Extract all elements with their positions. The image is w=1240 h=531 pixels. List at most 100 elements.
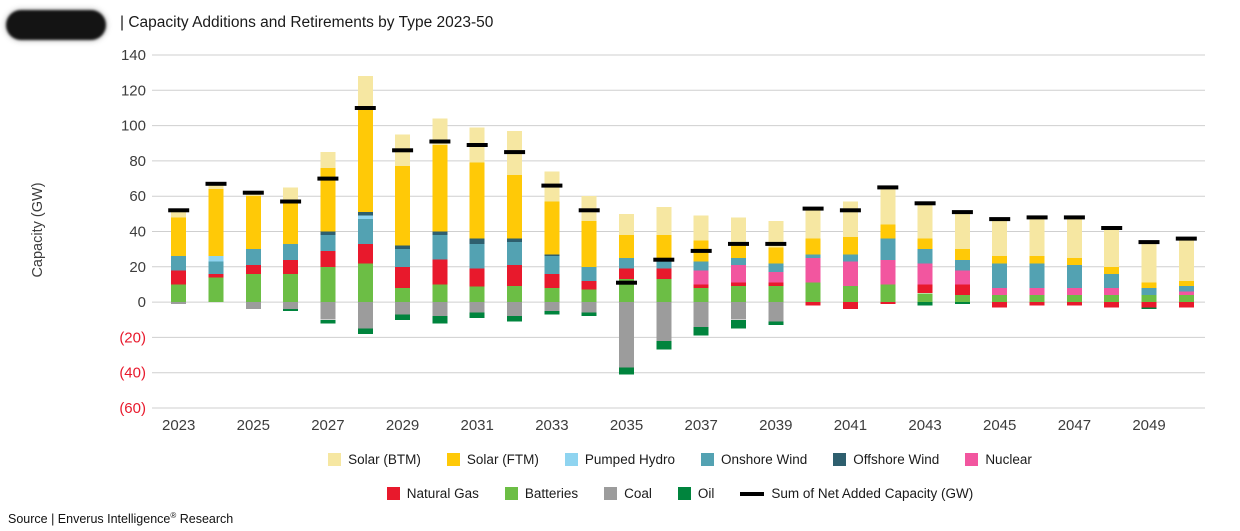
net-capacity-marker bbox=[989, 217, 1011, 222]
legend-item: Pumped Hydro bbox=[564, 452, 675, 467]
y-tick-label: (20) bbox=[119, 329, 146, 346]
bar-segment bbox=[357, 263, 373, 303]
bar-segment bbox=[245, 249, 261, 266]
bar-segment bbox=[656, 259, 672, 269]
bar-segment bbox=[768, 220, 784, 248]
net-capacity-marker bbox=[914, 201, 936, 206]
bar-segment bbox=[208, 261, 224, 274]
legend-label: Coal bbox=[624, 486, 652, 501]
bar-segment bbox=[507, 302, 523, 317]
bar-segment bbox=[805, 258, 821, 283]
bar-segment bbox=[357, 243, 373, 264]
bar-segment bbox=[544, 256, 560, 274]
y-tick-label: 0 bbox=[138, 294, 146, 311]
legend-item: Nuclear bbox=[965, 452, 1032, 467]
bar-segment bbox=[805, 282, 821, 303]
bar-segment bbox=[954, 284, 970, 295]
bar-segment bbox=[954, 295, 970, 303]
bar-segment bbox=[1066, 217, 1082, 258]
source-text-suffix: Research bbox=[176, 512, 234, 527]
net-capacity-marker bbox=[429, 139, 451, 144]
bar-segment bbox=[1066, 302, 1082, 306]
bar-segment bbox=[731, 265, 746, 283]
x-tick-label: 2049 bbox=[1132, 417, 1165, 434]
bar-segment bbox=[693, 270, 709, 285]
net-capacity-swatch bbox=[740, 491, 765, 496]
bar-segment bbox=[283, 309, 299, 311]
legend-swatch bbox=[965, 453, 979, 466]
x-tick-label: 2039 bbox=[759, 417, 792, 434]
net-capacity-marker bbox=[1138, 240, 1160, 245]
bar-segment bbox=[357, 76, 373, 107]
net-capacity-marker bbox=[205, 181, 227, 186]
bar-segment bbox=[619, 235, 634, 258]
bar-segment bbox=[1178, 291, 1194, 295]
net-capacity-marker bbox=[690, 248, 712, 253]
bar-segment bbox=[395, 245, 411, 250]
bar-segment bbox=[768, 321, 784, 325]
bar-segment bbox=[1178, 302, 1194, 308]
bar-segment bbox=[880, 224, 896, 239]
bar-segment bbox=[731, 282, 746, 287]
net-capacity-marker bbox=[317, 176, 339, 181]
bar-segment bbox=[992, 219, 1008, 257]
bar-segment bbox=[171, 217, 187, 257]
bar-segment bbox=[1178, 295, 1194, 303]
bar-segment bbox=[469, 162, 485, 239]
net-capacity-marker bbox=[951, 210, 973, 215]
legend-swatch bbox=[677, 487, 691, 500]
legend-label: Oil bbox=[697, 486, 715, 501]
bar-segment bbox=[954, 259, 970, 271]
bar-segment bbox=[395, 266, 411, 288]
bar-segment bbox=[507, 242, 523, 265]
legend-item: Solar (BTM) bbox=[328, 452, 421, 467]
legend-label: Batteries bbox=[524, 486, 579, 501]
x-tick-label: 2043 bbox=[908, 417, 941, 434]
bar-segment bbox=[992, 256, 1008, 264]
bar-segment bbox=[171, 284, 187, 303]
bar-segment bbox=[842, 302, 858, 310]
bar-segment bbox=[320, 231, 336, 235]
y-tick-label: 40 bbox=[129, 224, 146, 241]
bar-segment bbox=[283, 187, 299, 202]
bar-segment bbox=[581, 312, 597, 317]
bar-segment bbox=[544, 254, 560, 257]
bar-segment bbox=[954, 270, 970, 285]
legend-item: Oil bbox=[677, 486, 715, 501]
bar-segment bbox=[917, 293, 933, 303]
bar-segment bbox=[544, 302, 560, 311]
bar-segment bbox=[731, 302, 746, 320]
legend-label: Natural Gas bbox=[406, 486, 479, 501]
bar-segment bbox=[208, 273, 224, 278]
bar-segment bbox=[880, 187, 896, 225]
registered-mark: ® bbox=[170, 511, 177, 520]
legend-swatch bbox=[604, 487, 618, 500]
bar-segment bbox=[320, 235, 336, 251]
bar-segment bbox=[283, 201, 299, 244]
x-tick-label: 2033 bbox=[535, 417, 568, 434]
bar-segment bbox=[283, 302, 299, 310]
bar-segment bbox=[1066, 295, 1082, 303]
bar-segment bbox=[1141, 295, 1157, 303]
y-tick-label: 20 bbox=[129, 259, 146, 276]
bar-segment bbox=[283, 273, 299, 303]
bar-segment bbox=[245, 302, 261, 310]
legend-label: Pumped Hydro bbox=[584, 452, 675, 467]
bar-segment bbox=[171, 302, 187, 304]
x-tick-label: 2037 bbox=[685, 417, 718, 434]
bar-segment bbox=[842, 201, 858, 237]
bar-segment bbox=[1141, 302, 1157, 308]
net-capacity-marker bbox=[392, 148, 414, 153]
bar-segment bbox=[208, 256, 224, 262]
y-tick-label: (60) bbox=[119, 400, 146, 417]
net-capacity-marker bbox=[242, 190, 264, 195]
bar-segment bbox=[395, 314, 411, 320]
bar-segment bbox=[693, 326, 709, 336]
net-capacity-marker bbox=[168, 208, 190, 213]
net-capacity-marker bbox=[354, 106, 376, 110]
bar-segment bbox=[619, 279, 634, 303]
chart-title: | Capacity Additions and Retirements by … bbox=[120, 14, 494, 31]
legend-label: Sum of Net Added Capacity (GW) bbox=[771, 486, 974, 501]
bar-segment bbox=[432, 231, 448, 235]
bar-segment bbox=[1141, 288, 1157, 296]
